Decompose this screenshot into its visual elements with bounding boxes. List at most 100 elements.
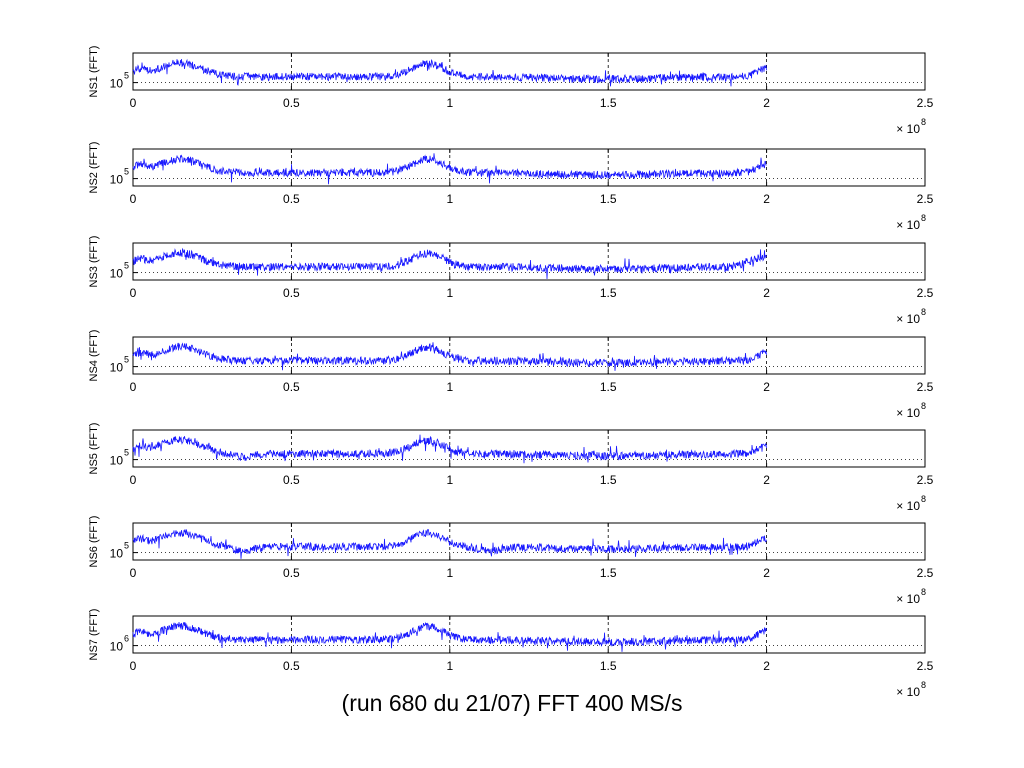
axes-frame: [132, 148, 926, 187]
x-tick-label: 0.5: [283, 286, 300, 300]
x-multiplier-exponent: 8: [921, 213, 926, 223]
x-tick-label: 0.5: [283, 380, 300, 394]
x-tick-label: 1.5: [600, 473, 617, 487]
x-tick-label: 1: [446, 192, 453, 206]
x-tick-label: 1.5: [600, 192, 617, 206]
x-tick-label: 0.5: [283, 659, 300, 673]
y-tick-label: 10: [110, 77, 124, 91]
x-tick-label: 0.5: [283, 96, 300, 110]
y-tick-exponent: 5: [124, 261, 129, 271]
axes-frame: [132, 52, 926, 91]
x-tick-label: 2: [763, 566, 770, 580]
subplot-2: 0 0.5 1 1.5 2 2.5 105 NS2 (FFT) × 10 8: [88, 142, 934, 232]
spectrum-line: [132, 434, 767, 464]
x-tick-label: 1.5: [600, 96, 617, 110]
x-tick-label: 0: [130, 566, 137, 580]
x-tick-label: 2.5: [917, 380, 934, 394]
x-tick-label: 2.5: [917, 659, 934, 673]
y-tick-label: 10: [110, 454, 124, 468]
axes-frame: [132, 242, 926, 281]
y-tick-exponent: 5: [124, 448, 129, 458]
x-tick-label: 0: [130, 286, 137, 300]
y-tick-label: 10: [110, 547, 124, 561]
x-tick-label: 2: [763, 380, 770, 394]
x-tick-label: 1.5: [600, 286, 617, 300]
axes-frame: [132, 522, 926, 561]
y-tick-label: 10: [110, 173, 124, 187]
spectrum-line: [132, 58, 767, 87]
y-tick-exponent: 6: [124, 634, 129, 644]
subplot-4: 0 0.5 1 1.5 2 2.5 105 NS4 (FFT) × 10 8: [88, 330, 934, 420]
subplot-3: 0 0.5 1 1.5 2 2.5 105 NS3 (FFT) × 10 8: [88, 236, 934, 326]
x-tick-label: 1: [446, 473, 453, 487]
y-tick-exponent: 5: [124, 71, 129, 81]
y-axis-label: NS5 (FFT): [88, 423, 100, 475]
y-axis-label: NS7 (FFT): [88, 609, 100, 661]
x-multiplier-exponent: 8: [921, 494, 926, 504]
x-multiplier-exponent: 8: [921, 117, 926, 127]
x-multiplier: × 10: [896, 592, 920, 606]
x-tick-label: 0.5: [283, 473, 300, 487]
x-tick-label: 2.5: [917, 192, 934, 206]
x-tick-label: 0: [130, 192, 137, 206]
y-tick-label: 10: [110, 640, 124, 654]
x-multiplier-exponent: 8: [921, 307, 926, 317]
x-tick-label: 1.5: [600, 566, 617, 580]
x-multiplier: × 10: [896, 312, 920, 326]
x-tick-label: 1: [446, 380, 453, 394]
y-axis-label: NS2 (FFT): [88, 142, 100, 194]
y-axis-label: NS4 (FFT): [88, 330, 100, 382]
x-multiplier: × 10: [896, 685, 920, 699]
y-tick-exponent: 5: [124, 541, 129, 551]
x-tick-label: 0: [130, 659, 137, 673]
x-tick-label: 0.5: [283, 566, 300, 580]
x-tick-label: 1: [446, 566, 453, 580]
y-tick-label: 10: [110, 361, 124, 375]
spectrum-line: [132, 153, 767, 185]
x-tick-label: 2: [763, 192, 770, 206]
x-multiplier: × 10: [896, 406, 920, 420]
spectrum-line: [132, 247, 767, 280]
x-multiplier-exponent: 8: [921, 680, 926, 690]
x-tick-label: 2.5: [917, 566, 934, 580]
x-tick-label: 1: [446, 659, 453, 673]
x-multiplier: × 10: [896, 122, 920, 136]
x-tick-label: 2: [763, 659, 770, 673]
spectrum-line: [132, 621, 767, 652]
axes-frame: [132, 336, 926, 375]
x-tick-label: 2: [763, 286, 770, 300]
y-axis-label: NS6 (FFT): [88, 516, 100, 568]
x-tick-label: 2.5: [917, 286, 934, 300]
x-tick-label: 2: [763, 96, 770, 110]
spectrum-line: [132, 529, 767, 559]
subplot-1: 0 0.5 1 1.5 2 2.5 105 NS1 (FFT) × 10 8: [88, 46, 934, 136]
x-multiplier-exponent: 8: [921, 401, 926, 411]
x-tick-label: 0: [130, 380, 137, 394]
x-multiplier-exponent: 8: [921, 587, 926, 597]
subplot-6: 0 0.5 1 1.5 2 2.5 105 NS6 (FFT) × 10 8: [88, 516, 934, 606]
x-tick-label: 0: [130, 473, 137, 487]
y-tick-exponent: 5: [124, 167, 129, 177]
x-multiplier: × 10: [896, 218, 920, 232]
y-tick-exponent: 5: [124, 355, 129, 365]
figure-caption: (run 680 du 21/07) FFT 400 MS/s: [341, 690, 683, 716]
y-tick-label: 10: [110, 267, 124, 281]
subplot-7: 0 0.5 1 1.5 2 2.5 106 NS7 (FFT) × 10 8: [88, 609, 934, 699]
y-axis-label: NS1 (FFT): [88, 46, 100, 98]
x-tick-label: 1: [446, 286, 453, 300]
subplot-5: 0 0.5 1 1.5 2 2.5 105 NS5 (FFT) × 10 8: [88, 423, 934, 513]
x-tick-label: 1: [446, 96, 453, 110]
x-tick-label: 2.5: [917, 473, 934, 487]
spectrum-line: [132, 342, 767, 371]
x-tick-label: 2: [763, 473, 770, 487]
x-tick-label: 1.5: [600, 380, 617, 394]
x-tick-label: 0.5: [283, 192, 300, 206]
x-tick-label: 1.5: [600, 659, 617, 673]
y-axis-label: NS3 (FFT): [88, 236, 100, 288]
axes-frame: [132, 615, 926, 654]
x-multiplier: × 10: [896, 499, 920, 513]
axes-frame: [132, 429, 926, 468]
x-tick-label: 0: [130, 96, 137, 110]
x-tick-label: 2.5: [917, 96, 934, 110]
